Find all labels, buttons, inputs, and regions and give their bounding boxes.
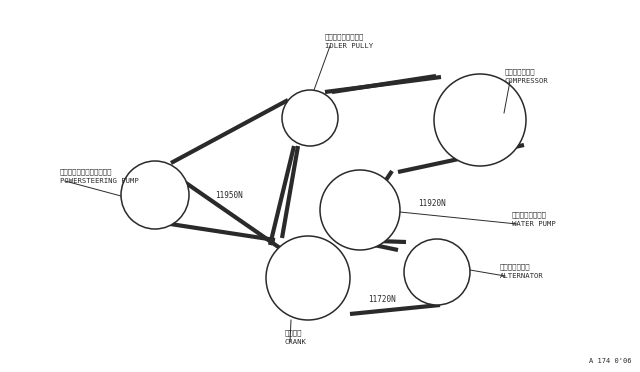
Circle shape <box>121 161 189 229</box>
Text: COMPRESSOR: COMPRESSOR <box>505 78 548 84</box>
Text: ウォーターポンプ: ウォーターポンプ <box>512 211 547 218</box>
Text: WATER PUMP: WATER PUMP <box>512 221 556 227</box>
Text: オルタネーター: オルタネーター <box>500 263 531 270</box>
Text: ALTERNATOR: ALTERNATOR <box>500 273 544 279</box>
Text: 11950N: 11950N <box>215 190 243 199</box>
Text: 11920N: 11920N <box>418 199 445 208</box>
Text: パワーステアリングポンプ: パワーステアリングポンプ <box>60 169 113 175</box>
Circle shape <box>320 170 400 250</box>
Text: コンプレッサー: コンプレッサー <box>505 68 536 75</box>
Text: 11720N: 11720N <box>368 295 396 304</box>
Circle shape <box>434 74 526 166</box>
Text: アイドラープーリー: アイドラープーリー <box>325 33 364 40</box>
Circle shape <box>282 90 338 146</box>
Circle shape <box>404 239 470 305</box>
Text: A 174 0'06: A 174 0'06 <box>589 358 632 364</box>
Circle shape <box>266 236 350 320</box>
Text: クランク: クランク <box>285 329 303 336</box>
Text: CRANK: CRANK <box>285 339 307 345</box>
Text: POWERSTEERING PUMP: POWERSTEERING PUMP <box>60 178 139 184</box>
Text: IDLER PULLY: IDLER PULLY <box>325 43 373 49</box>
